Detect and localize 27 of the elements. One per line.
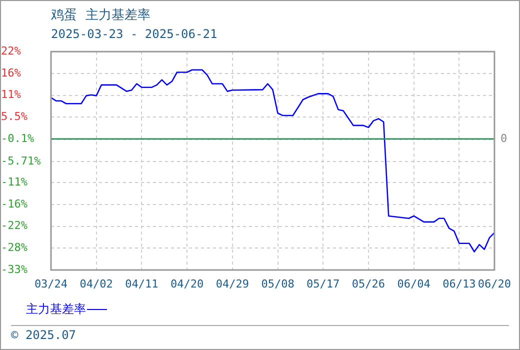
y-tick-label: -5.71% xyxy=(1,154,42,168)
y-tick-label: -11% xyxy=(1,176,28,188)
x-tick-label: 04/11 xyxy=(125,277,158,290)
text: © 2025.07 xyxy=(11,328,76,342)
x-tick-label: 06/04 xyxy=(397,277,431,290)
x-tick-label: 05/08 xyxy=(261,277,294,290)
x-tick-label: 06/13 xyxy=(442,277,476,290)
x-tick-label: 06/20 xyxy=(478,277,512,290)
y-tick-label: 16% xyxy=(1,66,22,80)
y-tick-label: 11% xyxy=(1,88,22,102)
legend-label: 主力基差率 xyxy=(26,301,86,318)
y-tick-label: -22% xyxy=(1,219,28,232)
y-tick-label: -28% xyxy=(1,241,28,254)
x-tick-label: 05/17 xyxy=(306,277,340,290)
chart-title: 鸡蛋 主力基差率 xyxy=(51,7,150,24)
y-tick-label: -16% xyxy=(1,197,28,210)
x-tick-label: 04/29 xyxy=(216,277,249,290)
ref-line-label: 0 xyxy=(500,132,508,145)
y-tick-label: 5.5% xyxy=(1,110,28,123)
y-tick-label: 22% xyxy=(1,44,22,58)
y-tick-label: -33% xyxy=(1,262,28,276)
x-tick-label: 05/26 xyxy=(352,277,386,290)
x-tick-label: 04/02 xyxy=(80,277,113,290)
x-tick-label: 04/20 xyxy=(170,277,204,290)
x-tick-label: 03/24 xyxy=(34,277,68,290)
y-tick-label: -0.1% xyxy=(1,132,34,146)
chart-subtitle: 2025-03-23 - 2025-06-21 xyxy=(51,27,218,41)
